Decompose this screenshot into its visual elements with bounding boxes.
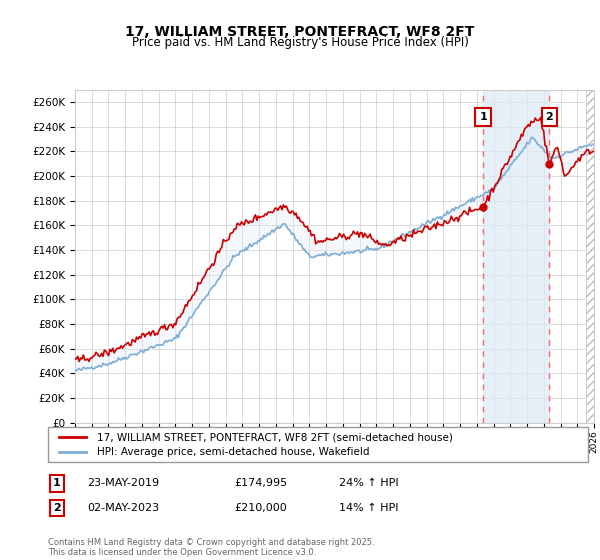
Text: HPI: Average price, semi-detached house, Wakefield: HPI: Average price, semi-detached house,…	[97, 447, 369, 458]
Text: 1: 1	[479, 112, 487, 122]
Text: 2: 2	[545, 112, 553, 122]
Text: Price paid vs. HM Land Registry's House Price Index (HPI): Price paid vs. HM Land Registry's House …	[131, 36, 469, 49]
Text: 17, WILLIAM STREET, PONTEFRACT, WF8 2FT (semi-detached house): 17, WILLIAM STREET, PONTEFRACT, WF8 2FT …	[97, 432, 452, 442]
Text: 14% ↑ HPI: 14% ↑ HPI	[339, 503, 398, 513]
Text: 02-MAY-2023: 02-MAY-2023	[87, 503, 159, 513]
Text: 23-MAY-2019: 23-MAY-2019	[87, 478, 159, 488]
Text: £210,000: £210,000	[234, 503, 287, 513]
FancyBboxPatch shape	[48, 427, 588, 462]
Text: Contains HM Land Registry data © Crown copyright and database right 2025.
This d: Contains HM Land Registry data © Crown c…	[48, 538, 374, 557]
Text: 2: 2	[53, 503, 61, 513]
Bar	[586, 90, 594, 423]
Text: 1: 1	[53, 478, 61, 488]
Text: £174,995: £174,995	[234, 478, 287, 488]
Bar	[586, 90, 594, 423]
Text: 17, WILLIAM STREET, PONTEFRACT, WF8 2FT: 17, WILLIAM STREET, PONTEFRACT, WF8 2FT	[125, 25, 475, 39]
Text: 24% ↑ HPI: 24% ↑ HPI	[339, 478, 398, 488]
Bar	[483, 90, 549, 423]
